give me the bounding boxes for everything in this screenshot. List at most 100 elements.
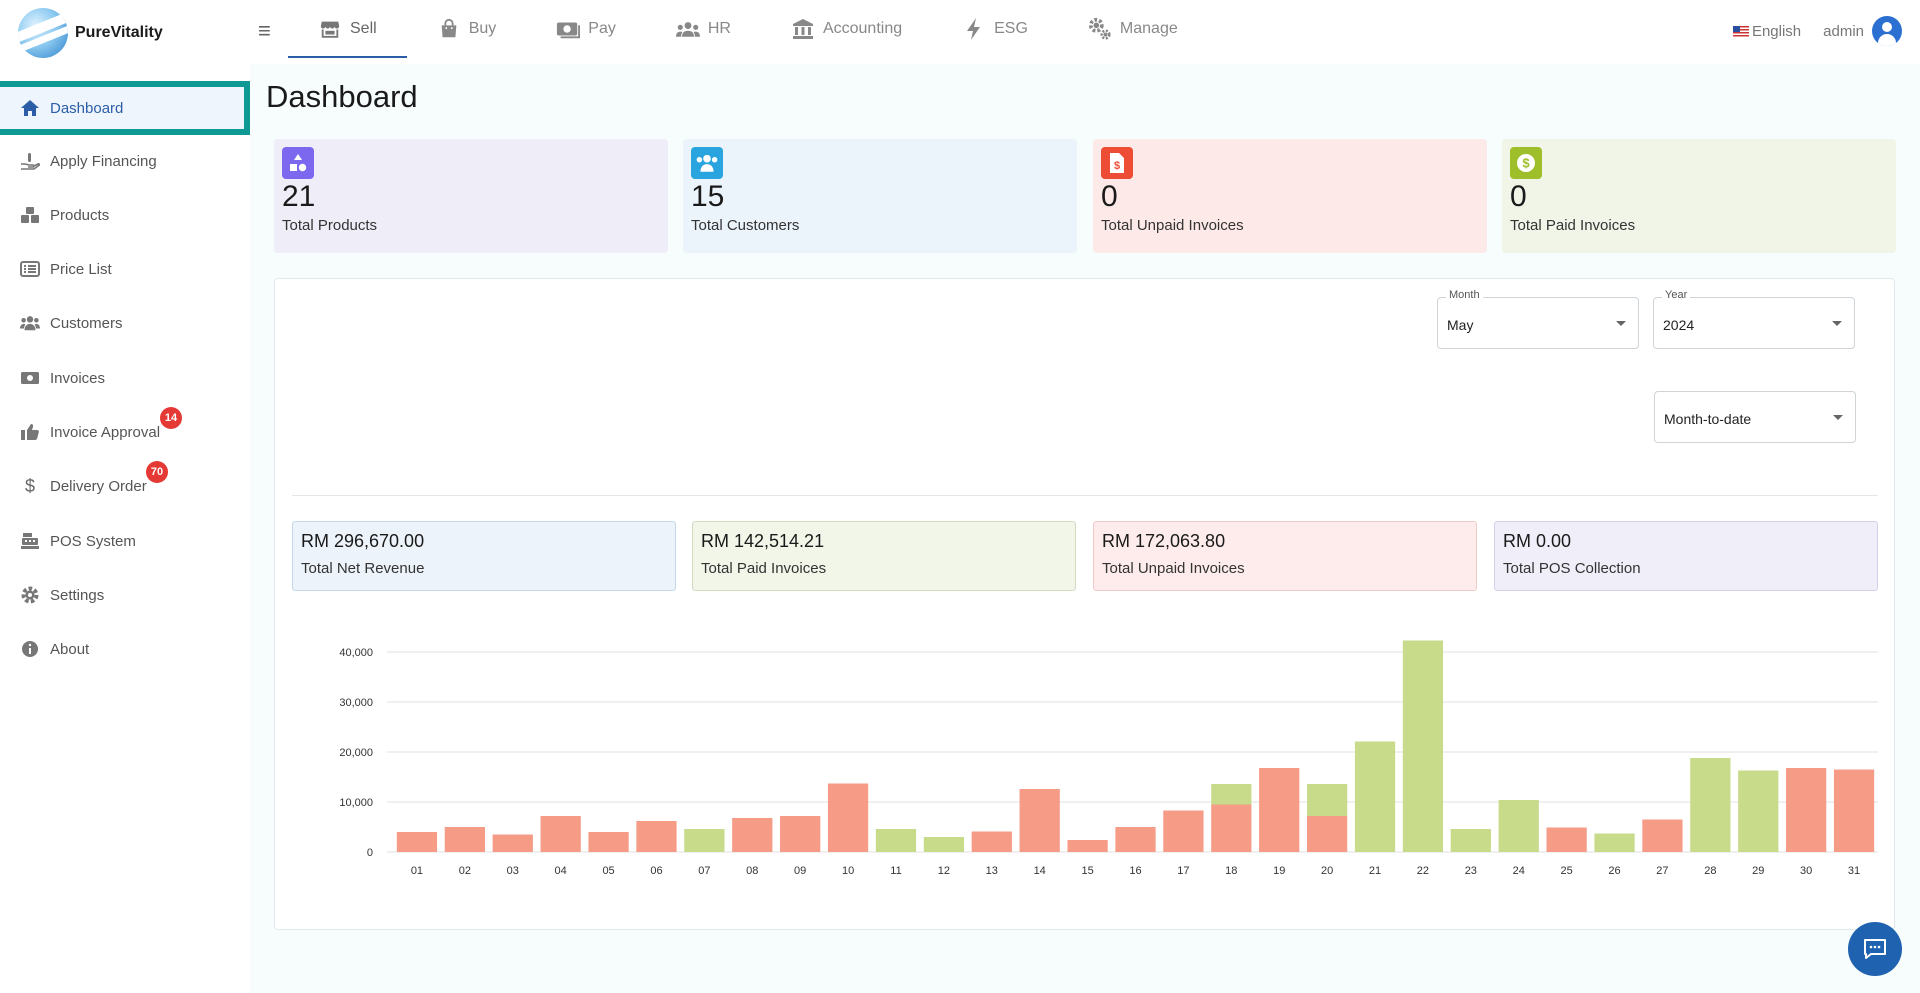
kpi-value: RM 0.00 <box>1503 531 1572 551</box>
user-avatar-icon <box>1872 16 1902 46</box>
nav-hr[interactable]: HR <box>646 0 761 58</box>
chart-bar-17-series-1 <box>1163 810 1204 852</box>
chevron-down-icon <box>1832 321 1842 326</box>
nav-esg-label: ESG <box>994 20 1028 37</box>
chart-bar-30-series-1 <box>1786 768 1827 852</box>
y-tick-label: 40,000 <box>339 647 373 659</box>
chart-bar-04-series-1 <box>540 816 581 852</box>
chart-bar-16-series-1 <box>1115 827 1156 852</box>
sidebar-item-label: Invoice Approval <box>50 423 161 441</box>
sidebar-item-label: Settings <box>50 586 105 604</box>
x-tick-label: 17 <box>1177 865 1189 877</box>
stat-label: Total Paid Invoices <box>1510 217 1636 234</box>
stat-card-unpaid: $ 0 Total Unpaid Invoices <box>1093 139 1487 253</box>
x-tick-label: 30 <box>1800 865 1812 877</box>
x-tick-label: 22 <box>1417 865 1429 877</box>
y-tick-label: 30,000 <box>339 697 373 709</box>
sidebar-item-invoice-approval[interactable]: Invoice Approval 14 <box>0 405 250 459</box>
x-tick-label: 24 <box>1513 865 1525 877</box>
chart-bar-31-series-1 <box>1833 769 1875 852</box>
chevron-down-icon <box>1833 415 1843 420</box>
users-icon <box>691 147 723 179</box>
sidebar-item-label: POS System <box>50 532 136 550</box>
sidebar-item-label: Delivery Order <box>50 477 147 495</box>
app-name: PureVitality <box>75 24 163 41</box>
sidebar-item-label: Invoices <box>50 369 106 387</box>
user-menu[interactable]: admin <box>1823 16 1902 46</box>
month-select-label: Month <box>1446 289 1483 301</box>
app-logo[interactable]: PureVitality <box>18 8 163 58</box>
kpi-value: RM 142,514.21 <box>701 531 825 551</box>
stat-card-products: 21 Total Products <box>274 139 668 253</box>
sidebar-item-label: About <box>50 640 90 658</box>
chart-bar-28-series-2 <box>1690 758 1731 852</box>
bank-icon <box>791 17 815 41</box>
delivery-order-badge: 70 <box>146 461 168 483</box>
gear-icon <box>20 585 40 605</box>
hand-holding-dollar-icon <box>20 151 40 171</box>
x-tick-label: 14 <box>1034 865 1046 877</box>
users-icon <box>20 313 40 333</box>
kpi-value: RM 172,063.80 <box>1102 531 1226 551</box>
nav-pay[interactable]: Pay <box>526 0 646 58</box>
x-tick-label: 31 <box>1848 865 1860 877</box>
year-select[interactable]: Year 2024 <box>1653 289 1855 349</box>
kpi-card-net-revenue: RM 296,670.00 Total Net Revenue <box>292 521 676 591</box>
chart-bar-27-series-1 <box>1642 819 1683 852</box>
chart-bar-09-series-1 <box>780 816 821 852</box>
x-tick-label: 04 <box>555 865 567 877</box>
x-tick-label: 02 <box>459 865 471 877</box>
shopping-bag-icon <box>437 17 461 41</box>
svg-text:$: $ <box>1522 156 1530 171</box>
nav-pay-label: Pay <box>588 20 616 37</box>
x-tick-label: 20 <box>1321 865 1333 877</box>
x-tick-label: 09 <box>794 865 806 877</box>
stat-card-paid: $ 0 Total Paid Invoices <box>1502 139 1896 253</box>
chevron-down-icon <box>1616 321 1626 326</box>
page-title: Dashboard <box>266 79 418 114</box>
kpi-label: Total POS Collection <box>1503 560 1641 577</box>
nav-esg[interactable]: ESG <box>932 0 1058 58</box>
sidebar-item-dashboard[interactable]: Dashboard <box>0 81 250 135</box>
daily-revenue-chart: 0 10,000 20,000 30,000 40,000 01 02 03 04 05 06 07 0… <box>320 616 1880 886</box>
sidebar-item-about[interactable]: About <box>0 622 250 676</box>
x-tick-label: 26 <box>1608 865 1620 877</box>
sidebar-item-invoices[interactable]: Invoices <box>0 351 250 405</box>
sidebar-item-label: Price List <box>50 260 112 278</box>
chart-bar-18-series-2 <box>1211 784 1252 805</box>
nav-accounting[interactable]: Accounting <box>761 0 932 58</box>
nav-manage[interactable]: Manage <box>1058 0 1208 58</box>
chart-bar-08-series-1 <box>732 818 773 852</box>
chart-bar-15-series-1 <box>1067 840 1108 852</box>
kpi-card-unpaid-invoices: RM 172,063.80 Total Unpaid Invoices <box>1093 521 1477 591</box>
stat-label: Total Unpaid Invoices <box>1101 217 1244 234</box>
module-nav: Sell Buy Pay HR Accounting <box>288 0 1208 58</box>
chat-button[interactable] <box>1848 922 1902 976</box>
hamburger-menu-icon[interactable]: ≡ <box>258 18 271 43</box>
cash-register-icon <box>20 531 40 551</box>
stat-value: 21 <box>282 180 316 213</box>
nav-sell[interactable]: Sell <box>288 0 407 58</box>
bolt-icon <box>962 17 986 41</box>
month-select[interactable]: Month May <box>1437 289 1639 349</box>
language-selector[interactable]: English <box>1732 23 1801 40</box>
chart-bar-14-series-1 <box>1019 789 1060 852</box>
chart-bar-13-series-1 <box>971 831 1012 852</box>
sidebar-item-apply-financing[interactable]: Apply Financing <box>0 134 250 188</box>
nav-buy[interactable]: Buy <box>407 0 527 58</box>
thumbs-up-icon <box>20 422 40 442</box>
sidebar-item-price-list[interactable]: Price List <box>0 242 250 296</box>
period-select[interactable]: Month-to-date <box>1654 391 1856 443</box>
chart-bar-21-series-2 <box>1354 741 1396 852</box>
sidebar-item-settings[interactable]: Settings <box>0 568 250 622</box>
x-tick-label: 21 <box>1369 865 1381 877</box>
chart-bar-01-series-1 <box>396 832 438 852</box>
kpi-label: Total Unpaid Invoices <box>1102 560 1245 577</box>
chart-bar-23-series-2 <box>1450 829 1491 852</box>
sidebar-item-products[interactable]: Products <box>0 188 250 242</box>
sidebar-item-delivery-order[interactable]: $ Delivery Order 70 <box>0 459 250 513</box>
x-tick-label: 16 <box>1129 865 1141 877</box>
dollar-circle-icon: $ <box>1510 147 1542 179</box>
sidebar-item-pos-system[interactable]: POS System <box>0 514 250 568</box>
sidebar-item-customers[interactable]: Customers <box>0 296 250 350</box>
